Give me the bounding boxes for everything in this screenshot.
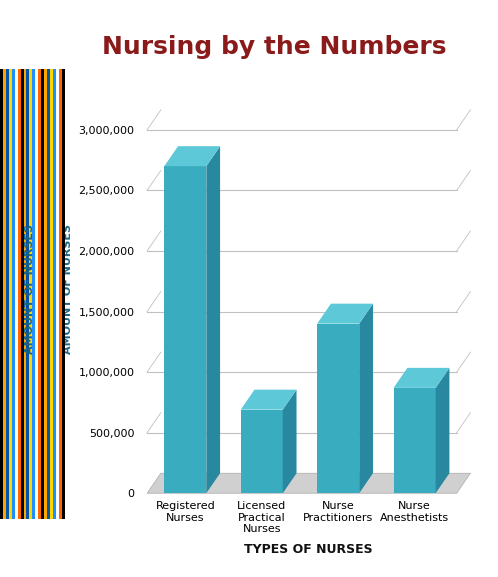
Text: AMOUNT OF NURSES: AMOUNT OF NURSES: [25, 223, 35, 354]
Polygon shape: [164, 146, 220, 166]
Y-axis label: AMOUNT OF NURSES: AMOUNT OF NURSES: [63, 223, 73, 354]
Polygon shape: [393, 368, 449, 388]
Text: Nursing by the Numbers: Nursing by the Numbers: [102, 35, 446, 59]
Polygon shape: [241, 389, 296, 410]
Polygon shape: [436, 368, 449, 493]
Polygon shape: [164, 166, 206, 493]
X-axis label: TYPES OF NURSES: TYPES OF NURSES: [245, 542, 373, 556]
Polygon shape: [393, 388, 436, 493]
Polygon shape: [317, 324, 359, 493]
Polygon shape: [206, 146, 220, 493]
Polygon shape: [359, 304, 373, 493]
Polygon shape: [241, 410, 283, 493]
Polygon shape: [147, 473, 471, 493]
Polygon shape: [317, 304, 373, 324]
Polygon shape: [283, 389, 296, 493]
